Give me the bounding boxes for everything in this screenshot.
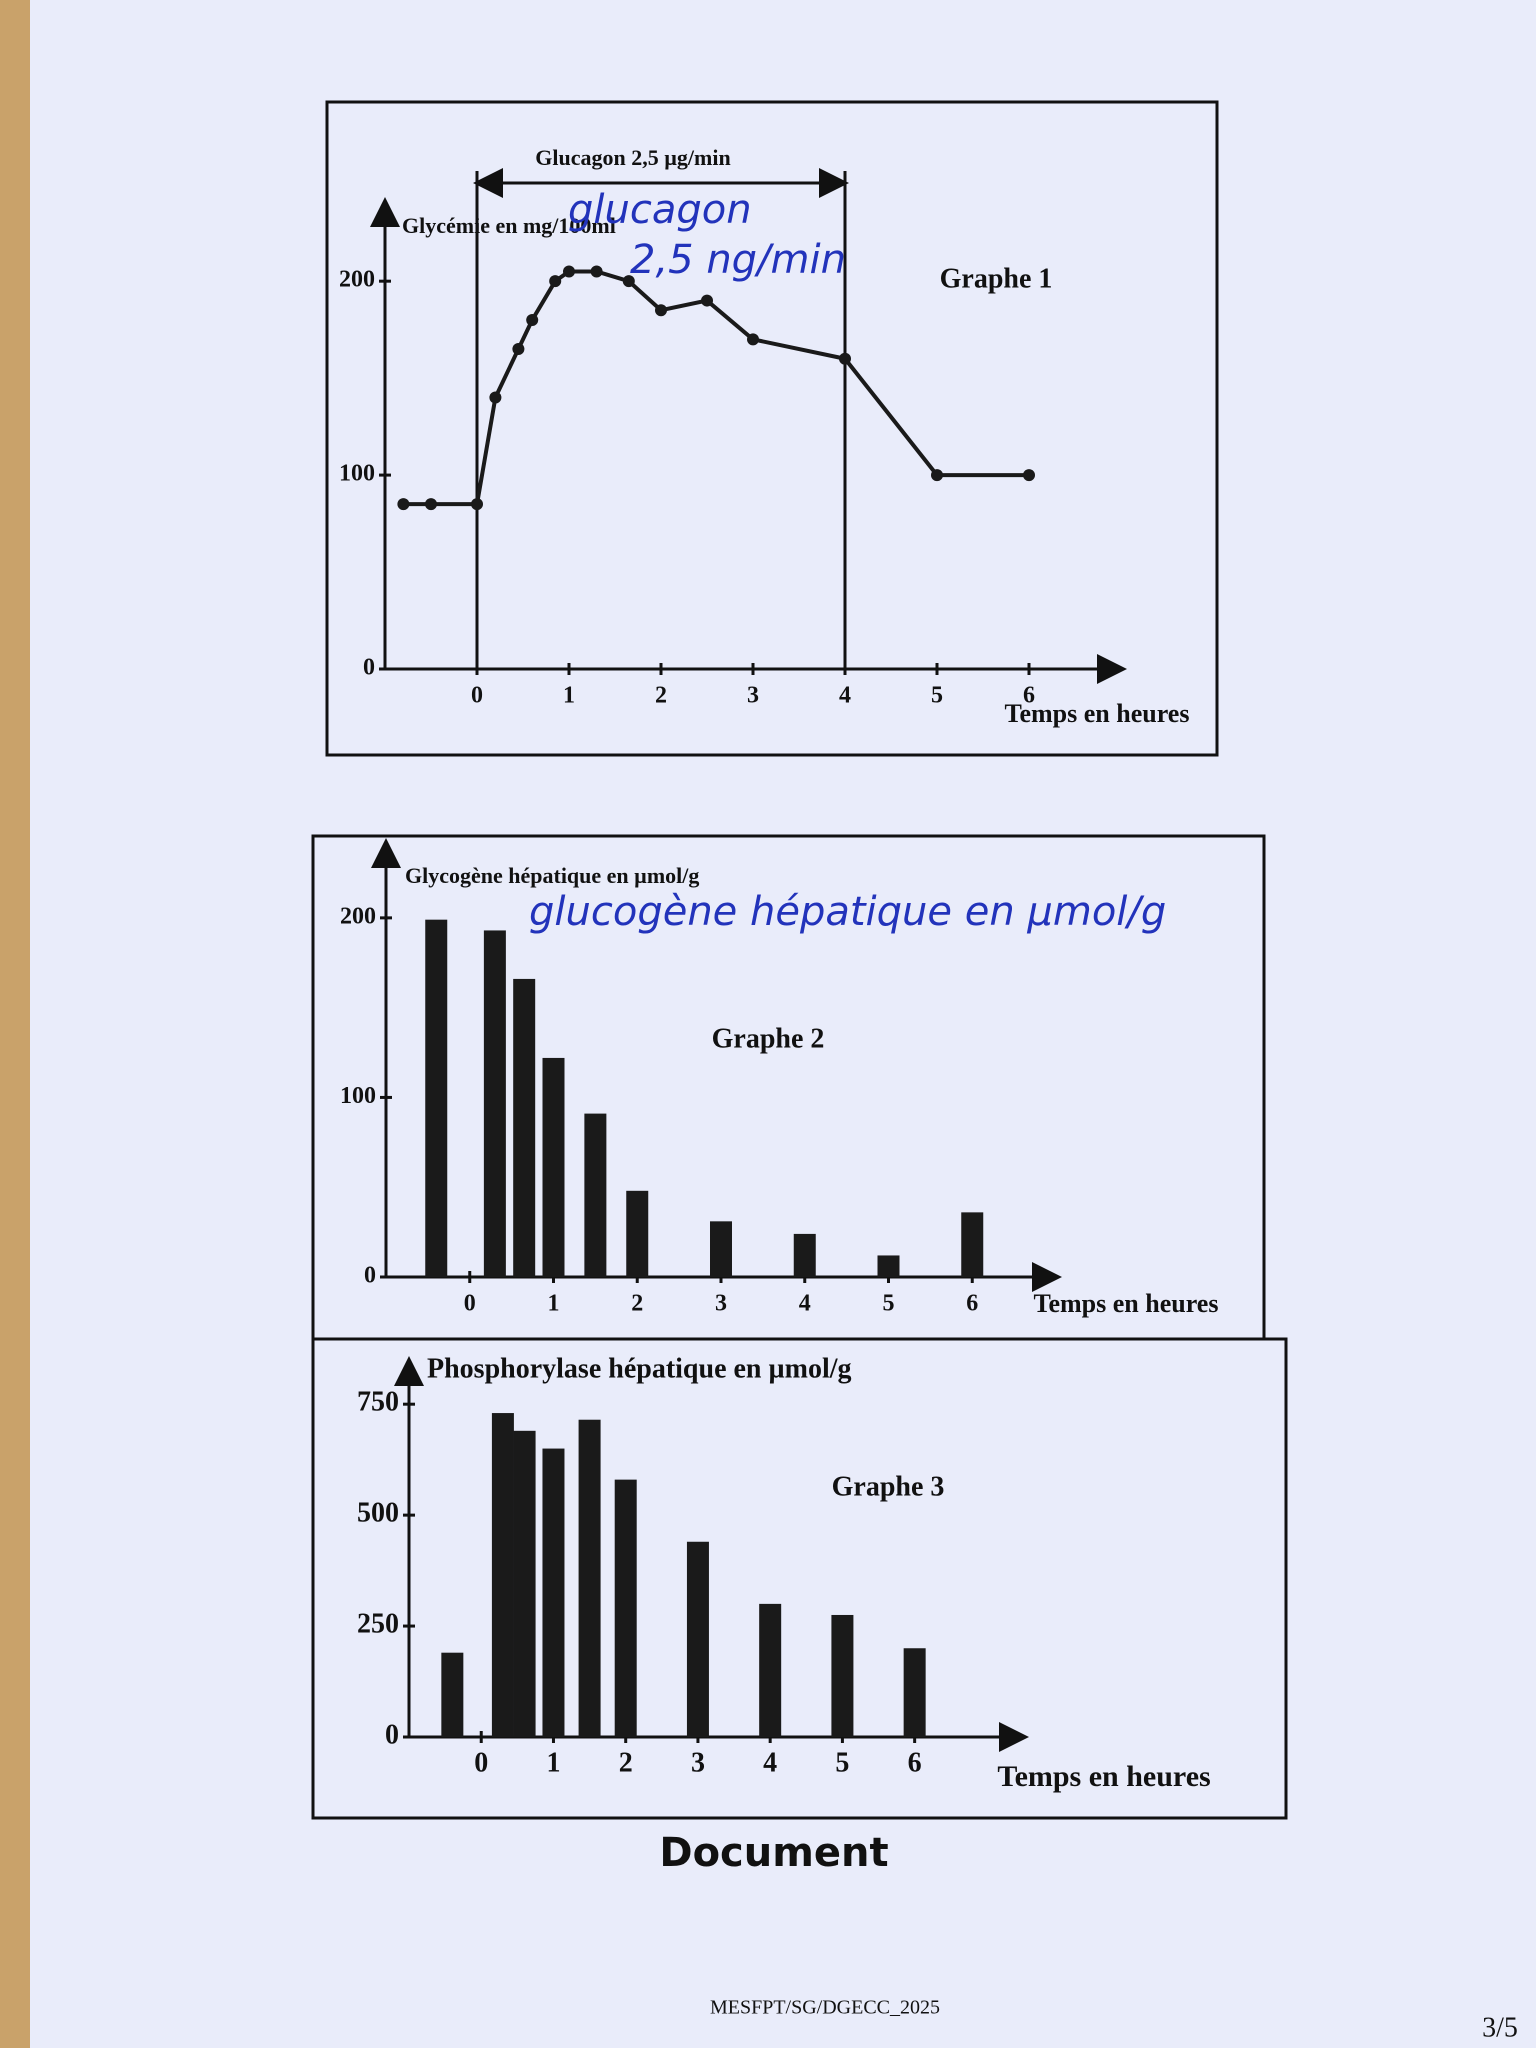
y-tick-label: 0	[363, 655, 375, 681]
page-number: 3/5	[1482, 2012, 1518, 2043]
bar	[578, 1419, 601, 1737]
x-tick-label: 3	[715, 1291, 727, 1317]
x-axis-label: Temps en heures	[1005, 699, 1190, 728]
data-point	[549, 275, 562, 288]
bar	[710, 1221, 732, 1277]
bar	[513, 1430, 536, 1737]
x-tick-label: 1	[546, 1747, 560, 1778]
y-tick-label: 100	[340, 1083, 376, 1109]
data-point	[622, 275, 635, 288]
caption: Document	[659, 1830, 888, 1876]
chart-frame	[311, 1337, 1288, 1820]
bar	[513, 978, 536, 1277]
data-point	[526, 313, 539, 326]
data-point	[425, 498, 437, 511]
x-tick-label: 5	[931, 683, 943, 709]
y-tick-label: 750	[357, 1387, 399, 1418]
bar	[831, 1614, 854, 1737]
y-tick-label: 0	[364, 1263, 376, 1289]
x-tick-label: 5	[883, 1291, 895, 1317]
bar	[686, 1541, 709, 1737]
bar	[483, 930, 506, 1277]
x-tick-label: 3	[747, 683, 759, 709]
bar	[491, 1413, 514, 1737]
data-point	[563, 265, 575, 278]
annotation: Glucagon 2,5 µg/min	[535, 145, 730, 170]
y-tick-label: 0	[385, 1719, 399, 1750]
x-tick-label: 4	[763, 1747, 777, 1778]
data-line	[403, 269, 1029, 507]
bar	[614, 1479, 637, 1737]
x-tick-label: 2	[619, 1747, 633, 1778]
x-tick-label: 0	[464, 1291, 476, 1317]
chart-title: Graphe 1	[940, 263, 1053, 294]
x-tick-label: 4	[799, 1291, 811, 1317]
handwritten-note: glucagon	[568, 187, 752, 233]
data-point	[1023, 469, 1035, 482]
y-tick-label: 200	[340, 903, 376, 929]
bar	[759, 1603, 782, 1737]
chart-title: Graphe 3	[832, 1471, 945, 1502]
data-point	[590, 265, 603, 278]
x-axis-label: Temps en heures	[997, 1760, 1210, 1793]
x-tick-label: 6	[908, 1747, 922, 1778]
x-tick-label: 3	[691, 1747, 705, 1778]
bar	[877, 1255, 900, 1277]
bar	[542, 1448, 565, 1737]
x-axis-label: Temps en heures	[1034, 1289, 1219, 1318]
bar	[584, 1113, 607, 1277]
y-axis-label: Phosphorylase hépatique en µmol/g	[427, 1353, 852, 1384]
handwritten-note: 2,5 ng/min	[630, 237, 846, 283]
x-tick-label: 1	[563, 683, 575, 709]
y-tick-label: 100	[339, 461, 375, 487]
bar	[425, 919, 448, 1277]
y-axis-label: Glycogène hépatique en µmol/g	[405, 863, 699, 888]
bar	[903, 1648, 926, 1737]
bar	[961, 1212, 984, 1277]
x-tick-label: 0	[474, 1747, 488, 1778]
x-tick-label: 2	[631, 1291, 643, 1317]
x-tick-label: 1	[548, 1291, 560, 1317]
x-tick-label: 6	[966, 1291, 978, 1317]
y-tick-label: 200	[339, 267, 375, 293]
bar	[626, 1190, 649, 1277]
chart-frame	[325, 100, 1219, 757]
x-tick-label: 6	[1023, 683, 1035, 709]
x-tick-label: 5	[835, 1747, 849, 1778]
data-point	[471, 498, 483, 511]
y-tick-label: 250	[357, 1608, 399, 1639]
x-tick-label: 2	[655, 683, 667, 709]
data-point	[931, 469, 943, 482]
bar	[441, 1652, 464, 1737]
data-point	[655, 304, 667, 317]
bar	[793, 1233, 816, 1277]
data-point	[839, 352, 851, 365]
data-point	[701, 294, 713, 307]
x-tick-label: 4	[839, 683, 851, 709]
data-point	[512, 343, 525, 356]
bar	[542, 1057, 565, 1277]
data-point	[747, 333, 759, 346]
y-axis-label: Glycémie en mg/100ml	[402, 213, 616, 238]
footer: MESFPT/SG/DGECC_2025	[710, 1997, 940, 2019]
data-point	[397, 498, 410, 511]
data-point	[489, 391, 502, 404]
y-tick-label: 500	[357, 1498, 399, 1529]
handwritten-note: glucogène hépatique en µmol/g	[529, 889, 1166, 935]
x-tick-label: 0	[471, 683, 483, 709]
chart-title: Graphe 2	[712, 1023, 825, 1054]
